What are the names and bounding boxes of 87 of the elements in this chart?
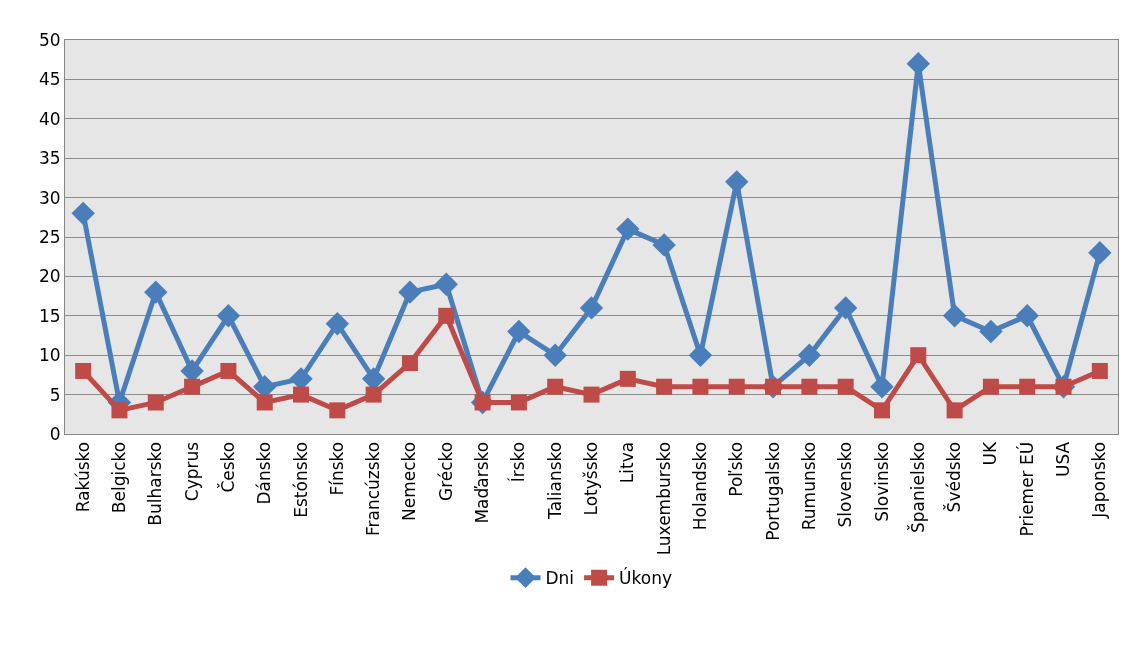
x-tick-label: Švédsko [943, 441, 965, 513]
point [401, 355, 418, 372]
y-tick-label: 50 [38, 29, 61, 50]
x-tick-label: Bulharsko [145, 441, 166, 526]
legend-label: Dni [545, 568, 575, 589]
point [147, 394, 164, 411]
point [256, 394, 273, 411]
y-tick-label: 10 [38, 345, 61, 366]
y-tick-label: 40 [38, 108, 61, 129]
point [325, 311, 350, 336]
point [833, 296, 858, 320]
point [870, 375, 894, 399]
x-tick-label: Rumunsko [798, 441, 819, 531]
y-tick-label: 15 [38, 305, 61, 326]
x-tick-label: Česko [216, 441, 238, 493]
point [979, 319, 1003, 344]
point [797, 343, 822, 367]
x-tick-label: Belgicko [109, 441, 129, 514]
point [547, 378, 564, 395]
point [510, 394, 527, 411]
x-tick-label: Japonsko [1089, 441, 1110, 519]
x-tick-label: Grécko [435, 441, 456, 502]
point [438, 307, 455, 324]
point [688, 343, 713, 367]
x-tick-label: USA [1053, 441, 1074, 477]
point [616, 217, 640, 241]
point [434, 272, 458, 296]
point [946, 402, 963, 419]
x-tick-label: Španielsko [906, 441, 928, 533]
x-tick-label: Cyprus [181, 441, 202, 502]
x-tick-label: Lotyšsko [581, 441, 602, 516]
point [71, 201, 95, 226]
point [329, 402, 346, 419]
point [1091, 362, 1108, 379]
y-tick-label: 0 [49, 423, 61, 444]
x-tick-label: Nemecko [399, 441, 420, 521]
point [184, 378, 201, 395]
point [583, 386, 600, 403]
point [216, 304, 241, 328]
point [579, 296, 604, 320]
point [144, 280, 168, 304]
point [75, 362, 92, 379]
x-tick-label: Estónsko [290, 441, 311, 518]
x-tick-label: Portugalsko [762, 441, 783, 541]
x-tick-label: Taliansko [544, 441, 565, 520]
legend-label: Úkony [619, 567, 673, 589]
point [910, 347, 927, 364]
x-tick-label: Írsko [507, 441, 529, 483]
y-tick-label: 30 [38, 187, 61, 208]
x-tick-label: Luxembursko [653, 441, 674, 556]
x-tick-label: Poľsko [726, 441, 747, 497]
point [1088, 241, 1112, 265]
y-tick-label: 35 [38, 148, 61, 169]
point [398, 280, 422, 304]
point [1019, 378, 1036, 395]
point [692, 378, 709, 395]
point [220, 362, 237, 379]
point [728, 378, 745, 395]
point [982, 378, 999, 395]
point [293, 386, 310, 403]
x-tick-label: Priemer EÚ [1015, 441, 1037, 537]
point [942, 304, 967, 328]
x-tick-label: Litva [617, 441, 638, 484]
x-tick-label: UK [980, 440, 1001, 466]
x-tick-label: Francúzsko [363, 441, 384, 537]
x-tick-label: Fínsko [326, 441, 347, 496]
point [365, 386, 382, 403]
point [873, 402, 890, 419]
y-tick-label: 25 [38, 226, 61, 247]
x-tick-label: Rakúsko [72, 441, 93, 513]
point [507, 319, 531, 344]
y-tick-label: 5 [49, 384, 61, 405]
point [619, 370, 636, 387]
x-tick-label: Holandsko [689, 441, 710, 531]
point [652, 233, 676, 257]
point [656, 378, 673, 395]
x-tick-label: Slovensko [835, 441, 856, 528]
point [837, 378, 854, 395]
point [1015, 304, 1039, 328]
x-tick-label: Maďarsko [472, 441, 493, 524]
point [111, 402, 128, 419]
x-tick-label: Dánsko [254, 441, 275, 505]
y-tick-label: 20 [38, 266, 61, 287]
y-tick-label: 45 [38, 69, 61, 90]
point [801, 378, 818, 395]
point [543, 343, 567, 367]
x-tick-label: Slovinsko [871, 441, 892, 522]
